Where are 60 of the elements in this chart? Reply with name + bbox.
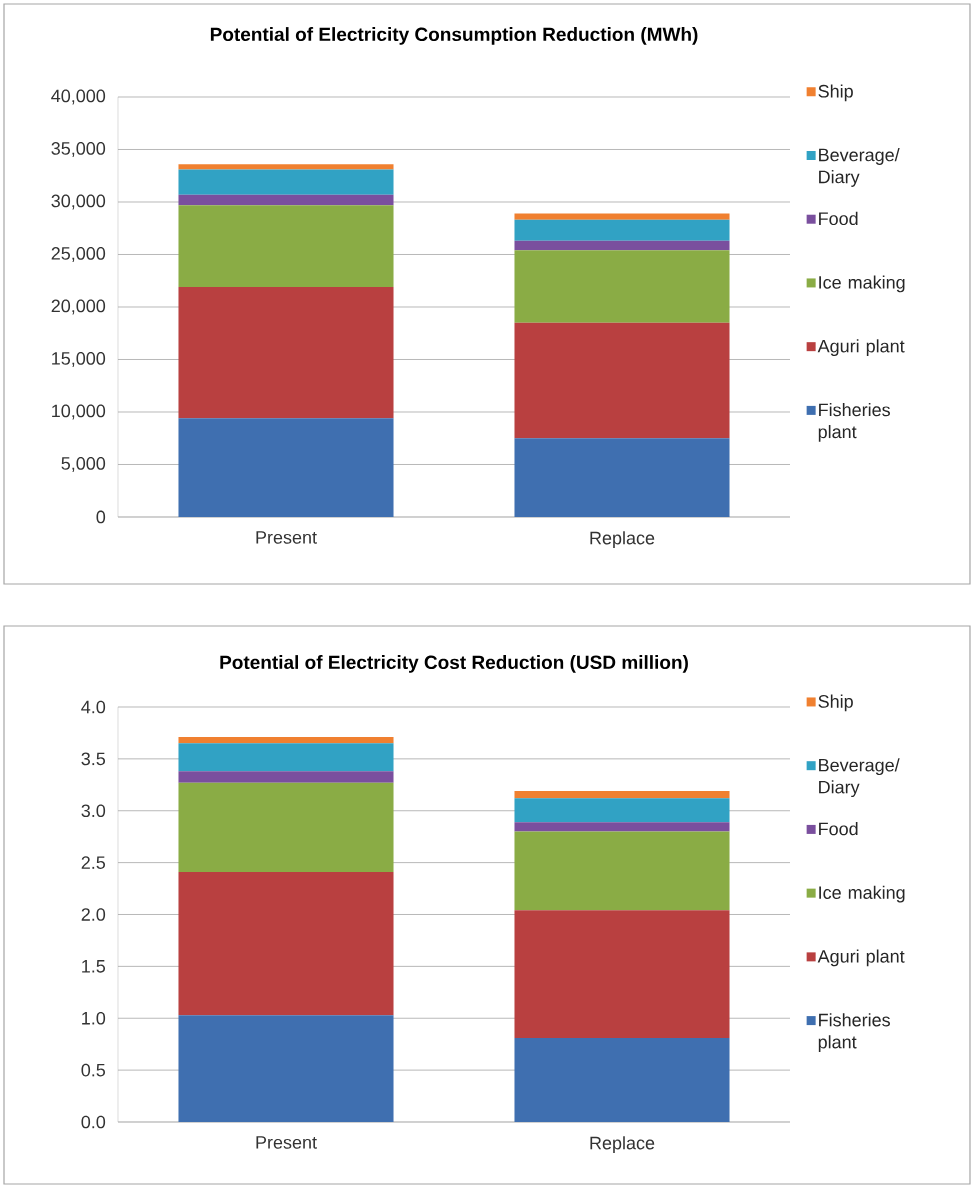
bar <box>178 1015 394 1122</box>
bar <box>178 737 394 744</box>
legend-label: Food <box>819 211 858 226</box>
y-tick-label: 25,000 <box>51 247 106 262</box>
bar <box>514 822 730 832</box>
y-tick-label: 30,000 <box>51 194 106 210</box>
bar <box>514 438 730 517</box>
y-tick-label: 0 <box>96 510 106 524</box>
y-tick-label: 1.5 <box>82 960 106 973</box>
y-tick-label: 1.0 <box>82 1011 106 1025</box>
legend-label: Beverage/ Diary <box>819 148 900 187</box>
x-tick-label: Present <box>256 531 317 544</box>
y-tick-label: 2.5 <box>81 856 106 869</box>
y-tick-label: 20,000 <box>51 299 106 315</box>
bar <box>514 1037 730 1122</box>
legend-label: Aguri plant <box>817 339 905 357</box>
bar <box>514 322 730 439</box>
chart-title: Potential of Electricity Consumption Reduction (MWh) <box>210 27 698 45</box>
bar <box>514 219 730 241</box>
y-tick-label: 5,000 <box>61 457 106 472</box>
bar <box>178 771 394 783</box>
legend-label: Ice making <box>819 275 905 293</box>
legend-label: Ship <box>818 84 853 102</box>
bar <box>514 831 730 911</box>
bar <box>178 205 394 288</box>
bar <box>178 418 394 517</box>
y-tick-label: 40,000 <box>51 89 106 105</box>
y-tick-label: 4.0 <box>81 700 106 714</box>
y-tick-label: 0.5 <box>81 1063 106 1077</box>
bar <box>178 287 394 419</box>
x-tick-label: Replace <box>590 531 655 548</box>
legend-label: Fisheries plant <box>818 403 890 442</box>
bar <box>514 798 730 823</box>
legend-label: Food <box>819 822 858 836</box>
bar <box>514 791 730 799</box>
bar <box>178 169 394 195</box>
bar <box>178 743 394 772</box>
x-tick-label: Present <box>256 1136 317 1149</box>
chart-title: Potential of Electricity Cost Reduction (USD million) <box>220 655 688 673</box>
y-tick-label: 35,000 <box>51 142 106 157</box>
y-tick-label: 3.0 <box>81 804 106 818</box>
bar <box>178 164 394 170</box>
bar <box>514 240 730 251</box>
legend-label: Ice making <box>819 885 905 903</box>
legend-label: Beverage/ Diary <box>819 758 900 798</box>
y-tick-label: 3.5 <box>81 752 106 766</box>
bar <box>514 910 730 1038</box>
bar <box>178 194 394 206</box>
legend-label: Aguri plant <box>817 949 905 967</box>
y-tick-label: 0.0 <box>81 1115 106 1129</box>
bar <box>514 213 730 220</box>
bar <box>178 782 394 872</box>
y-tick-label: 10,000 <box>52 404 106 420</box>
y-tick-label: 15,000 <box>52 352 106 367</box>
bar <box>514 250 730 323</box>
x-tick-label: Replace <box>590 1136 655 1153</box>
bar <box>178 871 394 1016</box>
y-tick-label: 2.0 <box>81 908 106 921</box>
legend-label: Ship <box>818 694 853 712</box>
legend-label: Fisheries plant <box>818 1013 890 1052</box>
